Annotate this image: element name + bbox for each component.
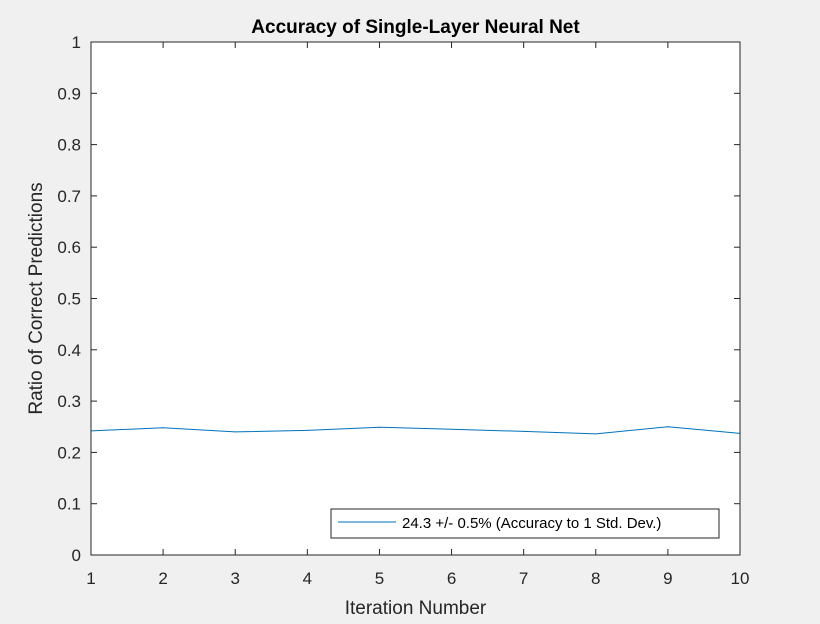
x-tick-label: 10 — [731, 569, 750, 588]
data-point — [451, 428, 453, 430]
x-tick-label: 9 — [663, 569, 672, 588]
y-tick-label: 0.3 — [57, 392, 81, 411]
data-point — [595, 433, 597, 435]
y-tick-label: 1 — [72, 33, 81, 52]
y-tick-label: 0.2 — [57, 443, 81, 462]
x-tick-label: 7 — [519, 569, 528, 588]
data-point — [306, 429, 308, 431]
data-point — [523, 430, 525, 432]
x-tick-label: 2 — [158, 569, 167, 588]
axes-box — [90, 41, 741, 556]
legend: 24.3 +/- 0.5% (Accuracy to 1 Std. Dev.) — [330, 508, 720, 539]
y-tick-label: 0.4 — [57, 341, 81, 360]
ticks-layer — [90, 41, 741, 556]
series-layer — [90, 426, 741, 435]
x-tick-labels: 1 2 3 4 5 6 7 8 9 10 — [86, 569, 749, 588]
series-line — [90, 426, 741, 435]
x-tick-label: 8 — [591, 569, 600, 588]
x-tick-label: 3 — [230, 569, 239, 588]
chart-title: Accuracy of Single-Layer Neural Net — [251, 17, 580, 38]
data-point — [234, 431, 236, 433]
y-axis-title: Ratio of Correct Predictions — [26, 182, 47, 414]
legend-label: 24.3 +/- 0.5% (Accuracy to 1 Std. Dev.) — [402, 515, 661, 532]
y-tick-label: 0 — [72, 546, 81, 565]
data-point — [162, 427, 164, 429]
x-tick-label: 6 — [447, 569, 456, 588]
y-tick-label: 0.1 — [57, 495, 81, 514]
legend-box — [330, 508, 720, 539]
y-tick-label: 0.9 — [57, 84, 81, 103]
y-tick-labels: 0 0.1 0.2 0.3 0.4 0.5 0.6 0.7 0.8 0.9 1 — [57, 33, 81, 565]
x-tick-label: 5 — [375, 569, 384, 588]
plot-area — [91, 42, 740, 555]
y-tick-label: 0.7 — [57, 187, 81, 206]
y-tick-label: 0.8 — [57, 136, 81, 155]
data-point — [378, 426, 380, 428]
y-tick-label: 0.5 — [57, 290, 81, 309]
data-point — [667, 426, 669, 428]
y-tick-label: 0.6 — [57, 238, 81, 257]
x-tick-label: 1 — [86, 569, 95, 588]
x-axis-title: Iteration Number — [345, 598, 487, 619]
x-tick-label: 4 — [303, 569, 312, 588]
